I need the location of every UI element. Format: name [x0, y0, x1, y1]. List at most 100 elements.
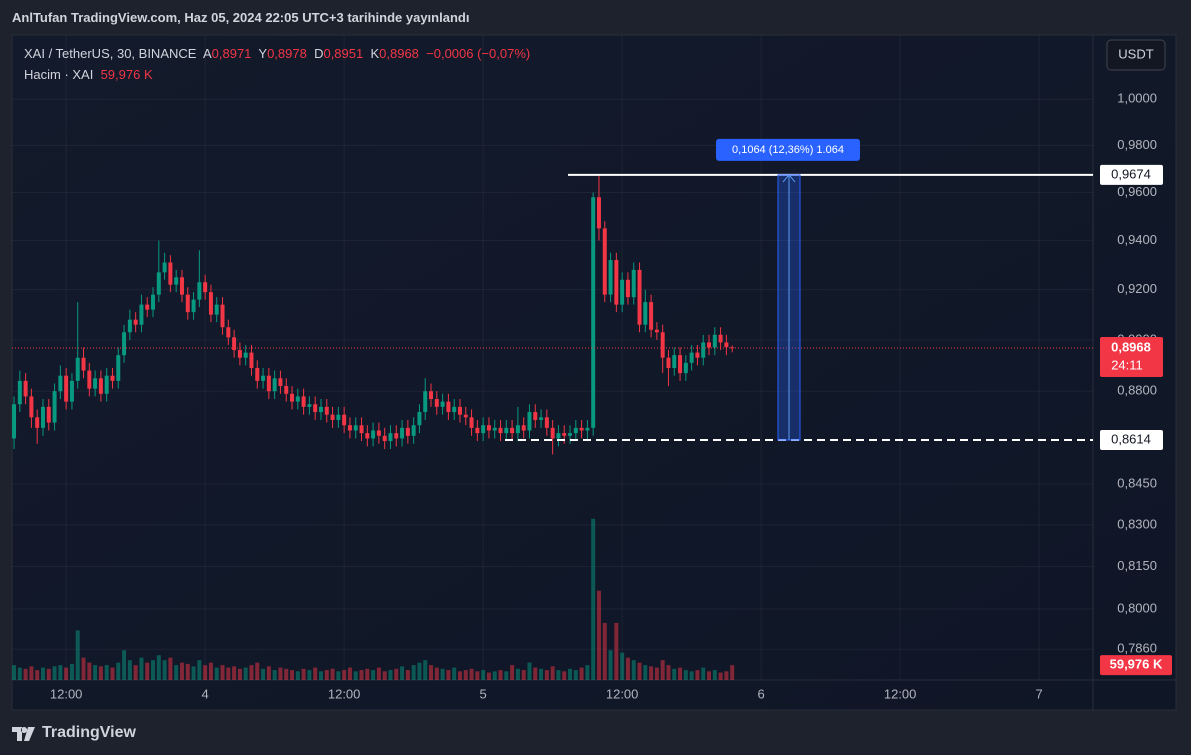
candle-body	[637, 269, 642, 325]
level-label-bg	[1100, 164, 1163, 185]
volume-bar	[423, 660, 428, 680]
volume-bar	[197, 660, 202, 680]
y-tick-label: 0,8450	[1117, 475, 1157, 490]
ohlc-key: K	[370, 46, 380, 61]
candle-body	[75, 357, 80, 381]
countdown: 24:11	[1111, 357, 1143, 372]
volume-bar	[730, 665, 735, 680]
y-tick-label: 0,9200	[1117, 281, 1157, 296]
candle-body	[382, 435, 387, 442]
volume-bar	[521, 670, 526, 680]
volume-bar	[382, 671, 387, 680]
logo	[12, 727, 35, 741]
candle-body	[353, 425, 358, 431]
candle-body	[151, 294, 156, 310]
candle-body	[649, 302, 654, 330]
candle-body	[481, 425, 486, 434]
candle-body	[197, 282, 202, 300]
volume-bar	[660, 660, 665, 680]
volume-bar	[510, 665, 515, 680]
volume-bar	[718, 672, 723, 680]
volume-axis-label: 59,976 K	[1110, 657, 1163, 672]
volume-bar	[29, 666, 34, 680]
level-label: 0,8614	[1111, 431, 1151, 446]
volume-bar	[278, 667, 283, 680]
volume-bar	[568, 668, 573, 680]
candle-body	[689, 352, 694, 363]
candle-body	[371, 430, 376, 439]
volume-bar	[156, 655, 161, 680]
volume-bar	[191, 666, 196, 680]
candle-body	[330, 414, 335, 420]
candle-body	[35, 417, 40, 428]
candle-body	[156, 272, 161, 295]
candle-body	[475, 427, 480, 434]
currency: USDT	[1118, 46, 1153, 61]
ohlc-value: 0,8951	[323, 46, 364, 61]
candle-body	[718, 334, 723, 343]
volume-bar	[295, 671, 300, 680]
volume-bar	[452, 667, 457, 680]
candle-body	[446, 401, 451, 413]
candle-body	[162, 262, 167, 273]
volume-bar	[504, 671, 509, 680]
candle-body	[98, 378, 103, 394]
volume-bar	[556, 670, 561, 680]
candle-body	[672, 355, 677, 368]
candle-body	[208, 292, 213, 315]
candle-body	[359, 425, 364, 434]
volume-bar	[110, 667, 115, 680]
candle-body	[585, 427, 590, 431]
volume-bar	[481, 670, 486, 680]
candle-body	[290, 393, 295, 402]
volume-bar	[631, 660, 636, 680]
volume-bar	[608, 650, 613, 680]
candle-body	[695, 352, 700, 358]
volume-bar	[243, 667, 248, 680]
candle-body	[12, 404, 17, 439]
volume-bar	[411, 665, 416, 680]
volume-label-bg	[1100, 655, 1172, 676]
y-tick-label: 0,8800	[1117, 383, 1157, 398]
ohlc-value: 0,8978	[267, 46, 307, 61]
volume-bar	[266, 666, 271, 680]
currency-button[interactable]	[1106, 39, 1166, 71]
candle-body	[602, 228, 607, 295]
candle-body	[237, 350, 242, 358]
candle-body	[457, 406, 462, 415]
candle-body	[342, 414, 347, 426]
volume-bar	[469, 668, 474, 680]
volume-bar	[573, 670, 578, 680]
volume-bar	[93, 665, 98, 680]
candle-body	[29, 396, 34, 418]
candle-body	[400, 427, 405, 439]
candle-body	[104, 375, 109, 394]
volume-bar	[122, 650, 127, 680]
volume-bar	[672, 668, 677, 680]
volume-bar	[35, 670, 40, 680]
candle-body	[347, 425, 352, 431]
volume-bar	[689, 671, 694, 680]
candle-body	[255, 367, 260, 381]
volume-bar	[620, 652, 625, 680]
volume-bar	[98, 666, 103, 680]
volume-bar	[249, 665, 254, 680]
x-tick-label: 5	[480, 686, 487, 701]
volume-bar	[440, 668, 445, 680]
candle-body	[573, 427, 578, 434]
x-tick-label: 12:00	[50, 686, 83, 701]
candle-body	[469, 417, 474, 428]
candle-body	[533, 412, 538, 420]
volume-bar	[596, 590, 601, 680]
volume-bar	[139, 657, 144, 680]
volume-bar	[168, 657, 173, 680]
symbol-legend: XAI / TetherUS, 30, BINANCE A0,8971 Y0,8…	[24, 46, 530, 61]
volume-bar	[666, 665, 671, 680]
volume-bar	[712, 670, 717, 680]
candle-body	[631, 269, 636, 298]
brand: TradingView	[42, 724, 136, 741]
volume-bar	[220, 665, 225, 680]
volume-bar	[457, 671, 462, 680]
volume-bar	[69, 663, 74, 680]
